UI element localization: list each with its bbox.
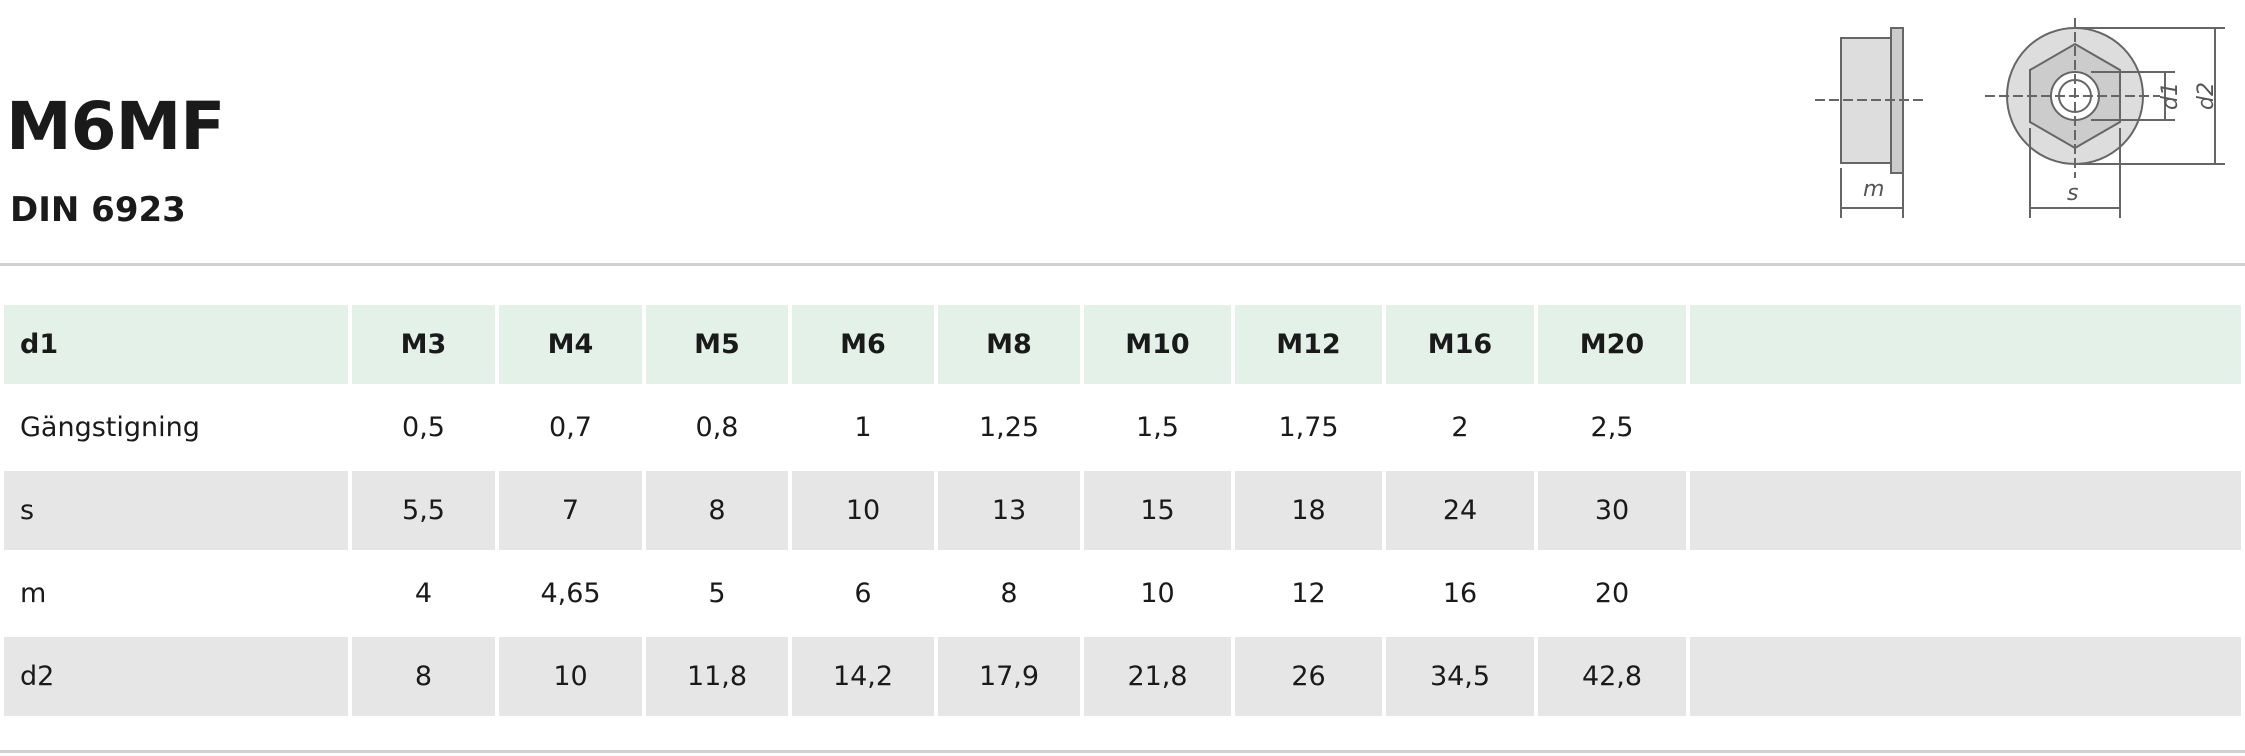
table-cell: Gängstigning — [4, 388, 348, 467]
title: M6MF — [6, 88, 225, 165]
table-cell: 30 — [1538, 471, 1686, 550]
table-cell: 0,5 — [352, 388, 495, 467]
table-cell: 0,7 — [499, 388, 642, 467]
table-cell: 34,5 — [1386, 637, 1534, 716]
table-cell: M8 — [938, 305, 1080, 384]
divider — [0, 263, 2245, 266]
table-row: s 5,5 7 8 10 13 15 18 24 30 — [4, 471, 2241, 550]
table-cell: 10 — [1084, 554, 1231, 633]
table-cell: 8 — [938, 554, 1080, 633]
subtitle: DIN 6923 — [10, 190, 186, 230]
table-cell: 10 — [499, 637, 642, 716]
table-cell: 12 — [1235, 554, 1382, 633]
table-cell: M4 — [499, 305, 642, 384]
dim-label: s — [2067, 181, 2078, 206]
table-cell: 15 — [1084, 471, 1231, 550]
table-cell: 2,5 — [1538, 388, 1686, 467]
table-cell: 6 — [792, 554, 934, 633]
spec-table: d1 M3 M4 M5 M6 M8 M10 M12 M16 M20 Gängstigning 0,5 0… — [0, 301, 2245, 720]
divider — [0, 750, 2245, 753]
table-cell: M20 — [1538, 305, 1686, 384]
table-cell: m — [4, 554, 348, 633]
table-cell: 1 — [792, 388, 934, 467]
empty-cell — [1690, 471, 2241, 550]
table-cell: 21,8 — [1084, 637, 1231, 716]
table-cell: d2 — [4, 637, 348, 716]
table-cell: 11,8 — [646, 637, 788, 716]
empty-cell — [1690, 388, 2241, 467]
table-cell: 8 — [646, 471, 788, 550]
table-row: d1 M3 M4 M5 M6 M8 M10 M12 M16 M20 — [4, 305, 2241, 384]
table-row: d2 8 10 11,8 14,2 17,9 21,8 26 34,5 42,8 — [4, 637, 2241, 716]
empty-cell — [1690, 305, 2241, 384]
table-cell: 42,8 — [1538, 637, 1686, 716]
table-cell: 1,75 — [1235, 388, 1382, 467]
table-cell: 26 — [1235, 637, 1382, 716]
table-cell: 0,8 — [646, 388, 788, 467]
table-cell: 5 — [646, 554, 788, 633]
table-cell: M5 — [646, 305, 788, 384]
table-cell: M10 — [1084, 305, 1231, 384]
table-cell: 18 — [1235, 471, 1382, 550]
table-cell: d1 — [4, 305, 348, 384]
table-cell: 10 — [792, 471, 934, 550]
empty-cell — [1690, 554, 2241, 633]
table-cell: 1,5 — [1084, 388, 1231, 467]
dim-label: d1 — [2158, 82, 2183, 110]
table-cell: 24 — [1386, 471, 1534, 550]
table-cell: 14,2 — [792, 637, 934, 716]
table-cell: 1,25 — [938, 388, 1080, 467]
dim-label: m — [1863, 177, 1884, 202]
empty-cell — [1690, 637, 2241, 716]
table-cell: s — [4, 471, 348, 550]
table-cell: M6 — [792, 305, 934, 384]
table-row: Gängstigning 0,5 0,7 0,8 1 1,25 1,5 1,75 2 2,5 — [4, 388, 2241, 467]
table-cell: 4,65 — [499, 554, 642, 633]
technical-drawing: m s d1 d2 — [1815, 18, 2225, 218]
table-row: m 4 4,65 5 6 8 10 12 16 20 — [4, 554, 2241, 633]
table-cell: M16 — [1386, 305, 1534, 384]
table-cell: 17,9 — [938, 637, 1080, 716]
table-cell: 20 — [1538, 554, 1686, 633]
table-cell: 16 — [1386, 554, 1534, 633]
table-cell: M3 — [352, 305, 495, 384]
table-cell: 4 — [352, 554, 495, 633]
table-cell: 13 — [938, 471, 1080, 550]
table-cell: 2 — [1386, 388, 1534, 467]
table-cell: M12 — [1235, 305, 1382, 384]
table-cell: 7 — [499, 471, 642, 550]
table-cell: 8 — [352, 637, 495, 716]
dim-label: d2 — [2194, 82, 2219, 110]
table-cell: 5,5 — [352, 471, 495, 550]
